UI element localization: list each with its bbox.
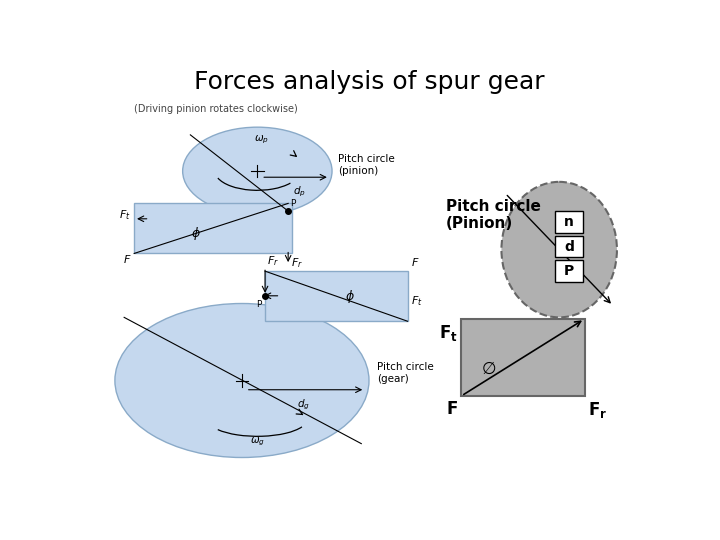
Text: d: d xyxy=(564,240,574,253)
Bar xyxy=(265,271,408,321)
Text: $\mathbf{F}$: $\mathbf{F}$ xyxy=(446,400,457,418)
Text: $\mathbf{F_r}$: $\mathbf{F_r}$ xyxy=(588,400,608,420)
Text: Forces analysis of spur gear: Forces analysis of spur gear xyxy=(194,70,544,94)
Text: $F$: $F$ xyxy=(410,256,419,268)
Text: $F_t$: $F_t$ xyxy=(410,294,422,308)
Text: $d_g$: $d_g$ xyxy=(297,397,310,412)
Ellipse shape xyxy=(183,127,332,215)
Text: $\omega_p$: $\omega_p$ xyxy=(253,134,269,146)
Bar xyxy=(134,204,292,253)
Ellipse shape xyxy=(501,182,617,318)
Bar xyxy=(462,319,585,396)
Bar xyxy=(555,211,583,233)
Text: P: P xyxy=(290,199,296,208)
Text: n: n xyxy=(564,215,574,229)
Text: $\mathbf{F_t}$: $\mathbf{F_t}$ xyxy=(438,323,457,343)
Text: $d_p$: $d_p$ xyxy=(293,185,306,199)
Bar xyxy=(555,260,583,282)
Text: $F_r$: $F_r$ xyxy=(291,256,303,271)
Text: Pitch circle
(gear): Pitch circle (gear) xyxy=(377,362,433,383)
Text: P: P xyxy=(256,300,262,309)
Text: Pitch circle
(Pinion): Pitch circle (Pinion) xyxy=(446,199,541,231)
Text: $F_r$: $F_r$ xyxy=(266,254,279,268)
Text: $F$: $F$ xyxy=(122,253,131,266)
Text: $\phi$: $\phi$ xyxy=(345,288,355,305)
Text: $F_t$: $F_t$ xyxy=(120,208,131,222)
Text: (Driving pinion rotates clockwise): (Driving pinion rotates clockwise) xyxy=(134,104,298,114)
Text: $\emptyset$: $\emptyset$ xyxy=(481,360,496,378)
Ellipse shape xyxy=(115,303,369,457)
Text: $\phi$: $\phi$ xyxy=(191,225,201,242)
Text: $\omega_g$: $\omega_g$ xyxy=(250,436,265,448)
Text: P: P xyxy=(564,264,575,278)
Text: Pitch circle
(pinion): Pitch circle (pinion) xyxy=(338,154,395,176)
Bar xyxy=(555,236,583,257)
